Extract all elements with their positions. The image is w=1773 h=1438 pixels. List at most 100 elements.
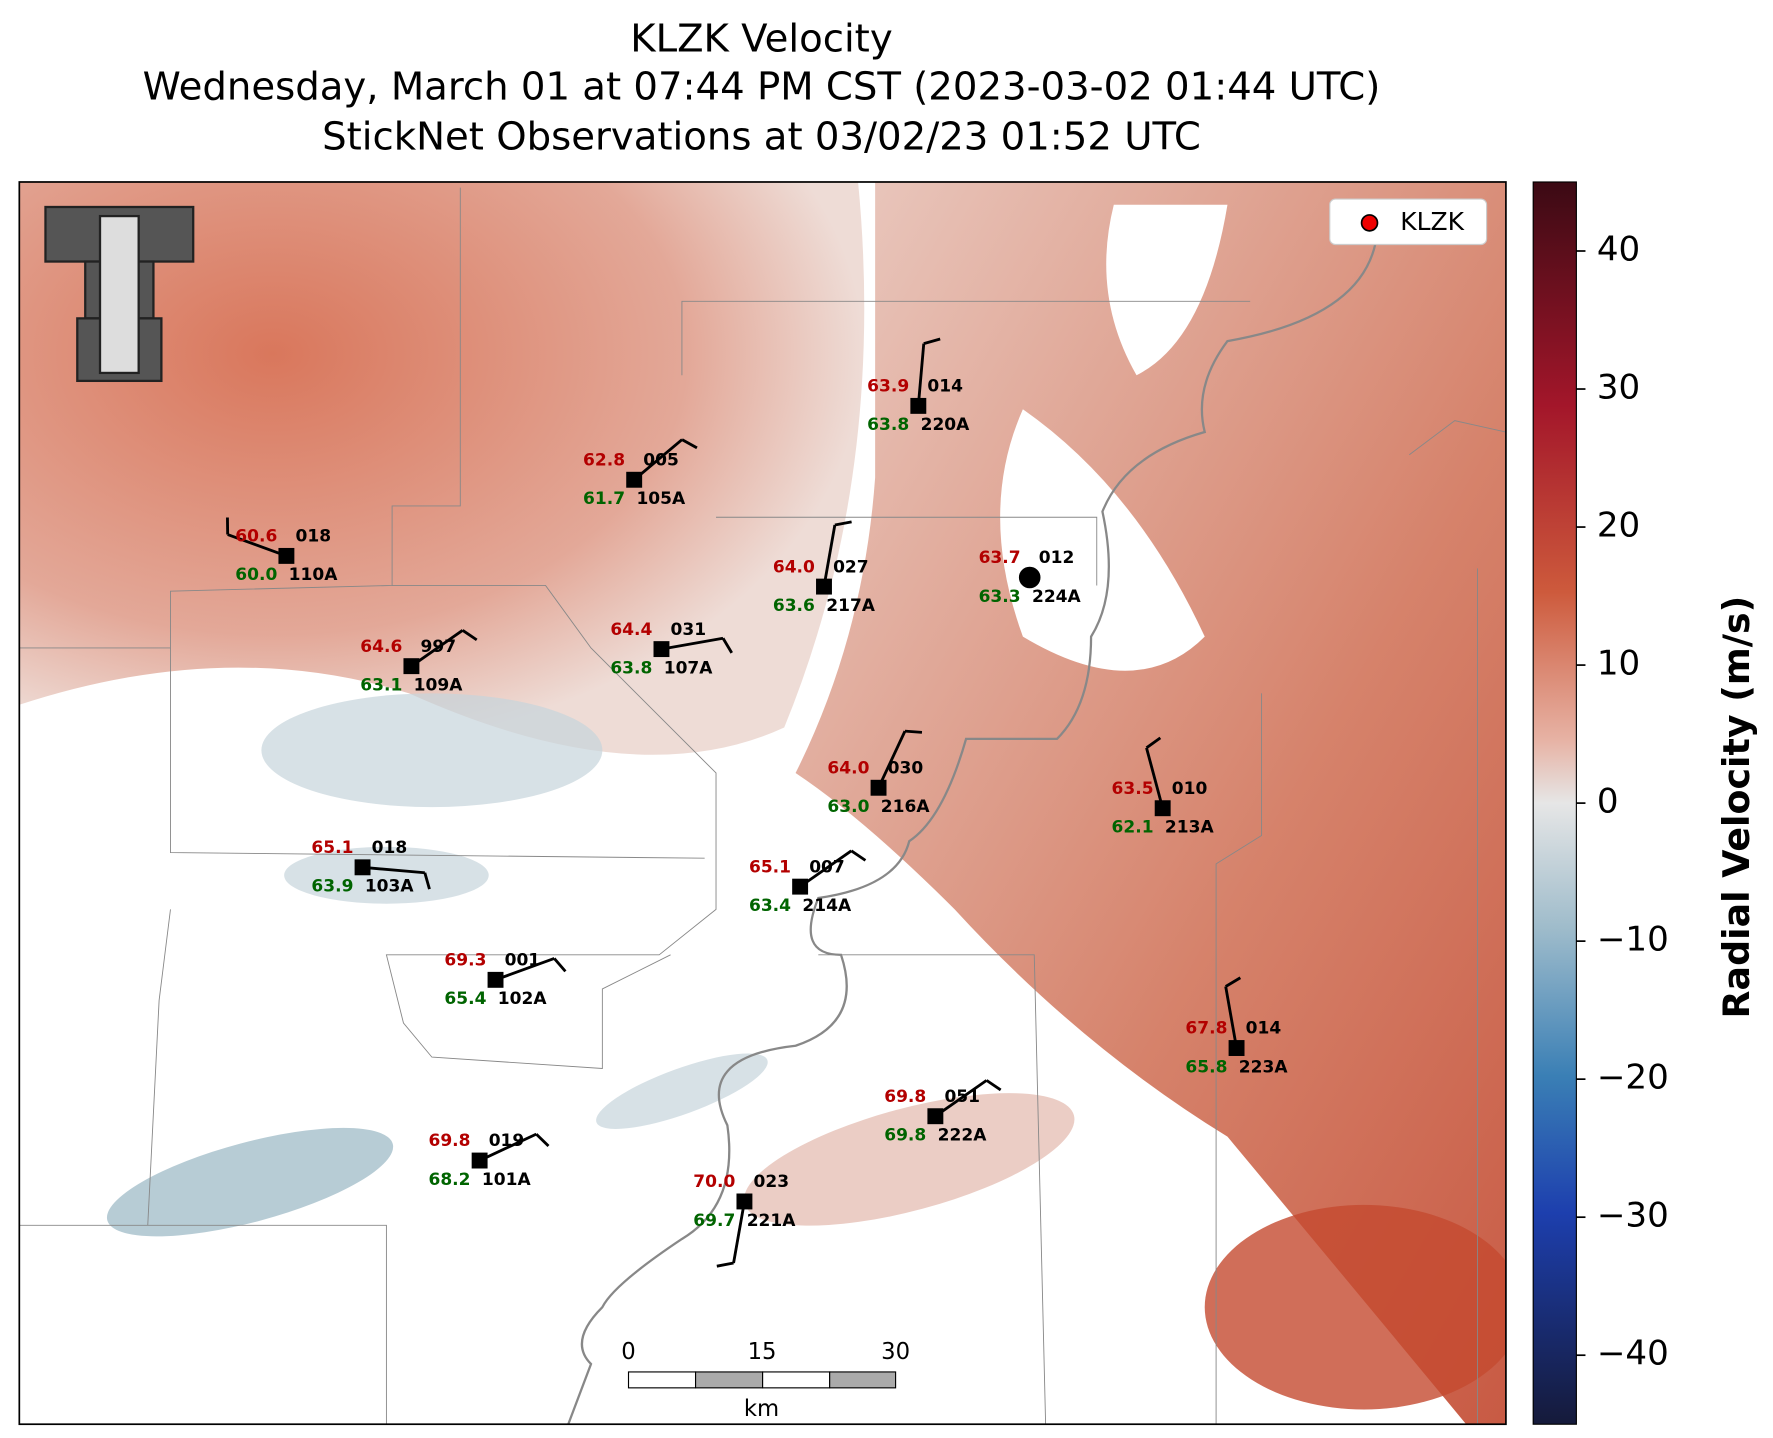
scale-tick-label: 30 — [881, 1339, 910, 1365]
legend-label: KLZK — [1400, 207, 1464, 236]
temperature: 69.8 — [428, 1131, 470, 1151]
station-id: 224A — [1032, 587, 1082, 607]
station: 62.8 005 61.7 105A — [583, 438, 698, 509]
title-line: StickNet Observations at 03/02/23 01:52 … — [322, 114, 1201, 159]
temperature: 63.9 — [867, 377, 909, 397]
pressure: 030 — [888, 758, 924, 778]
station-marker — [471, 1152, 488, 1169]
wind-barb-flag — [535, 1133, 550, 1148]
title-line: KLZK Velocity — [630, 17, 892, 62]
wind-barb — [410, 629, 464, 668]
wind-barb — [934, 1079, 988, 1118]
dewpoint: 63.4 — [749, 896, 791, 916]
scale-tick-label: 15 — [748, 1339, 777, 1365]
temperature: 64.4 — [610, 620, 652, 640]
dewpoint: 60.0 — [235, 565, 277, 585]
station-id: 217A — [826, 596, 876, 616]
dewpoint: 69.8 — [884, 1126, 926, 1146]
station-marker — [736, 1193, 753, 1210]
station-marker — [910, 397, 927, 414]
station-id: 101A — [482, 1170, 532, 1190]
temperature: 65.1 — [311, 838, 353, 858]
wind-barb-flag — [721, 637, 733, 654]
station-marker — [927, 1108, 944, 1125]
scale-bar: km 0 15 30 — [621, 1339, 910, 1422]
pressure: 014 — [927, 377, 963, 397]
wind-barb-flag — [681, 438, 698, 450]
temperature: 69.3 — [444, 951, 486, 971]
station: 63.5 010 62.1 213A — [1112, 736, 1215, 838]
wind-barb-flag — [423, 872, 431, 890]
colorbar-tick-label: 10 — [1597, 644, 1640, 684]
title: KLZK Velocity Wednesday, March 01 at 07:… — [143, 17, 1381, 160]
dewpoint: 63.9 — [311, 877, 353, 897]
colorbar-tick-label: 30 — [1597, 368, 1640, 408]
station-marker — [653, 641, 670, 658]
colorbar-label: Radial Velocity (m/s) — [1715, 596, 1758, 1019]
pressure: 023 — [754, 1172, 790, 1192]
station-id: 222A — [938, 1126, 988, 1146]
map-frame — [18, 181, 1507, 1426]
wind-barb-flag — [923, 337, 941, 345]
colorbar-tick-label: −40 — [1597, 1334, 1669, 1374]
wind-barb — [732, 1201, 746, 1264]
wind-barb — [799, 849, 853, 888]
legend-marker — [1360, 214, 1379, 232]
wind-barb — [479, 1132, 537, 1162]
wind-barb-flag — [850, 849, 867, 862]
pressure: 012 — [1039, 548, 1075, 568]
colorbar-scale — [1532, 181, 1577, 1425]
pressure: 051 — [944, 1087, 980, 1107]
wind-barb-flag — [904, 729, 923, 734]
station-marker — [1017, 565, 1042, 590]
station-id: 214A — [802, 896, 852, 916]
station: 67.8 014 65.8 223A — [1185, 976, 1289, 1077]
dewpoint: 65.8 — [1185, 1057, 1227, 1077]
wind-barb-flag — [1145, 736, 1162, 749]
station-marker — [1228, 1040, 1245, 1056]
temperature: 60.6 — [235, 527, 277, 547]
wind-barb — [877, 730, 907, 789]
dewpoint: 63.8 — [610, 658, 652, 678]
station-marker — [626, 471, 643, 488]
wind-barb — [362, 865, 425, 875]
wind-barb — [1224, 986, 1238, 1049]
wind-barb — [916, 343, 926, 407]
wind-barb-flag — [1224, 976, 1242, 988]
pressure: 027 — [833, 557, 869, 577]
station-id: 107A — [664, 658, 714, 678]
pressure: 001 — [505, 951, 541, 971]
pressure: 005 — [643, 450, 679, 470]
temperature: 67.8 — [1185, 1019, 1227, 1039]
pressure: 014 — [1246, 1019, 1282, 1039]
station: 69.8 019 68.2 101A — [428, 1131, 550, 1190]
wind-barb — [822, 524, 837, 587]
colorbar-tick-label: −30 — [1597, 1196, 1669, 1236]
temperature: 63.7 — [979, 548, 1021, 568]
station-id: 213A — [1165, 818, 1215, 838]
station: 65.1 018 63.9 103A — [311, 838, 431, 897]
pressure: 031 — [671, 620, 707, 640]
dewpoint: 63.1 — [360, 675, 402, 695]
station-marker — [792, 878, 809, 895]
wind-barb-flag — [716, 1261, 734, 1268]
dewpoint: 63.0 — [827, 797, 869, 817]
pressure: 997 — [421, 637, 457, 657]
pressure: 018 — [372, 838, 408, 858]
station: 69.3 001 65.4 102A — [444, 951, 567, 1009]
station-id: 221A — [747, 1211, 797, 1231]
station-marker — [487, 971, 504, 988]
station: 64.0 030 63.0 216A — [827, 729, 930, 817]
temperature: 62.8 — [583, 450, 625, 470]
colorbar-tick-label: −10 — [1597, 920, 1669, 960]
wind-barb — [633, 438, 683, 481]
station-id: 223A — [1239, 1057, 1289, 1077]
temperature: 63.5 — [1112, 779, 1154, 799]
wind-barb-flag — [553, 957, 567, 973]
station-marker — [870, 779, 887, 796]
dewpoint: 65.4 — [444, 989, 486, 1009]
station-id: 103A — [365, 877, 415, 897]
dewpoint: 69.7 — [693, 1211, 735, 1231]
